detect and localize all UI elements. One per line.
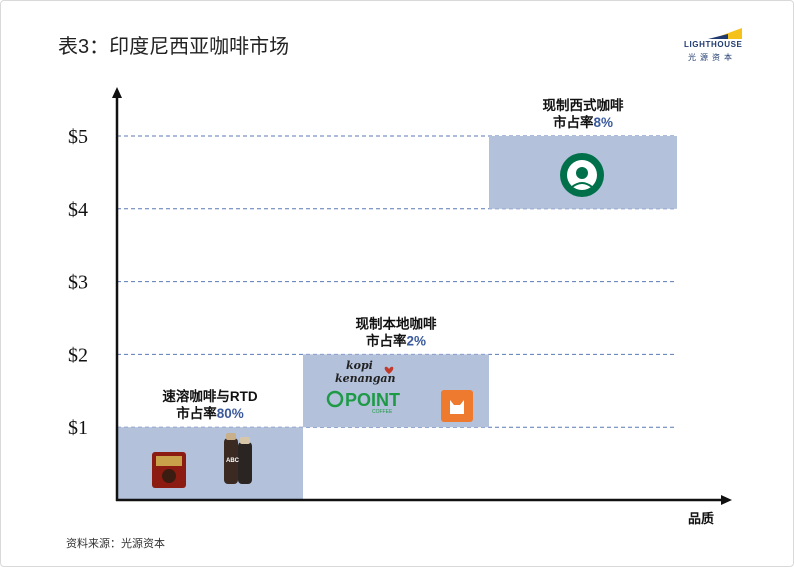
segment-share-label: 市占率2%	[366, 332, 426, 348]
share-value: 80%	[217, 406, 244, 421]
kenangan-text-2: kenangan	[335, 372, 396, 385]
logo-text-en: LIGHTHOUSE	[684, 40, 743, 49]
heart-icon	[384, 366, 394, 374]
kapal-api-brand-icon	[152, 452, 186, 488]
y-tick-label: $5	[68, 126, 88, 148]
y-tick-label: $1	[68, 417, 88, 439]
share-value: 2%	[406, 333, 426, 348]
abc-coffee-bottles-icon: ABC	[224, 433, 252, 484]
segment-share-label: 市占率80%	[176, 405, 244, 421]
kopi-kenangan-brand-icon: kopi kenangan	[335, 359, 396, 385]
lighthouse-beam-icon	[708, 28, 742, 39]
fore-coffee-brand-icon	[441, 390, 473, 422]
source-note: 资料来源：光源资本	[66, 538, 165, 550]
market-segment-bar	[117, 427, 303, 500]
share-prefix: 市占率	[553, 114, 594, 130]
x-axis-arrow-icon	[721, 495, 732, 505]
y-tick-label: $3	[68, 272, 88, 294]
y-axis-arrow-icon	[112, 87, 122, 98]
point-sub-text: COFFEE	[372, 409, 393, 415]
segment-share-label: 市占率8%	[553, 114, 613, 130]
y-tick-label: $4	[68, 199, 88, 221]
share-prefix: 市占率	[176, 405, 217, 421]
page-title: 表3：印度尼西亚咖啡市场	[58, 36, 290, 58]
x-axis-label: 品质	[688, 511, 714, 526]
point-coffee-brand-icon: POINT COFFEE	[326, 390, 400, 415]
abc-brand-text: ABC	[226, 458, 240, 464]
segment-name-label: 速溶咖啡与RTD	[162, 388, 257, 404]
lighthouse-logo: LIGHTHOUSE 光源资本	[684, 26, 746, 66]
y-tick-label: $2	[68, 344, 88, 366]
share-prefix: 市占率	[366, 332, 407, 348]
share-value: 8%	[593, 115, 613, 130]
logo-text-zh: 光源资本	[688, 53, 736, 62]
kenangan-text-1: kopi	[346, 359, 373, 372]
point-text: POINT	[345, 390, 400, 410]
segment-name-label: 现制本地咖啡	[356, 315, 437, 331]
starbucks-brand-icon	[560, 153, 604, 197]
segment-name-label: 现制西式咖啡	[543, 97, 624, 113]
